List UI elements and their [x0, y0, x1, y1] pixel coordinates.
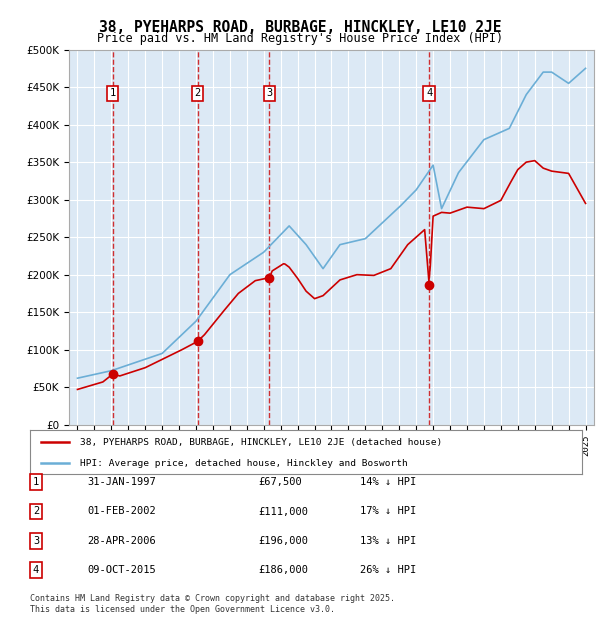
Text: 1: 1: [110, 88, 116, 98]
Text: 01-FEB-2002: 01-FEB-2002: [87, 507, 156, 516]
Text: Price paid vs. HM Land Registry's House Price Index (HPI): Price paid vs. HM Land Registry's House …: [97, 32, 503, 45]
Text: 31-JAN-1997: 31-JAN-1997: [87, 477, 156, 487]
Text: 14% ↓ HPI: 14% ↓ HPI: [360, 477, 416, 487]
Text: 09-OCT-2015: 09-OCT-2015: [87, 565, 156, 575]
Text: 4: 4: [426, 88, 433, 98]
Text: 4: 4: [33, 565, 39, 575]
Text: 2: 2: [33, 507, 39, 516]
Text: £186,000: £186,000: [258, 565, 308, 575]
Text: £67,500: £67,500: [258, 477, 302, 487]
Text: 3: 3: [33, 536, 39, 546]
Text: 38, PYEHARPS ROAD, BURBAGE, HINCKLEY, LE10 2JE (detached house): 38, PYEHARPS ROAD, BURBAGE, HINCKLEY, LE…: [80, 438, 442, 446]
Text: HPI: Average price, detached house, Hinckley and Bosworth: HPI: Average price, detached house, Hinc…: [80, 459, 407, 467]
Text: 17% ↓ HPI: 17% ↓ HPI: [360, 507, 416, 516]
Text: 28-APR-2006: 28-APR-2006: [87, 536, 156, 546]
Text: 2: 2: [194, 88, 200, 98]
Text: 3: 3: [266, 88, 272, 98]
Text: 38, PYEHARPS ROAD, BURBAGE, HINCKLEY, LE10 2JE: 38, PYEHARPS ROAD, BURBAGE, HINCKLEY, LE…: [99, 20, 501, 35]
Text: 1: 1: [33, 477, 39, 487]
Text: £111,000: £111,000: [258, 507, 308, 516]
Text: 26% ↓ HPI: 26% ↓ HPI: [360, 565, 416, 575]
Text: Contains HM Land Registry data © Crown copyright and database right 2025.
This d: Contains HM Land Registry data © Crown c…: [30, 595, 395, 614]
Text: 13% ↓ HPI: 13% ↓ HPI: [360, 536, 416, 546]
Text: £196,000: £196,000: [258, 536, 308, 546]
